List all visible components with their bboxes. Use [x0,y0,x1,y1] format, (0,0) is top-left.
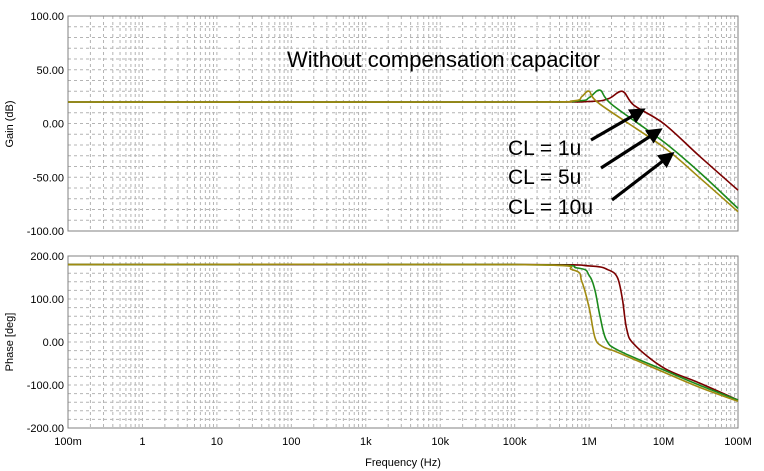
gain-y-tick-labels: 100.00 50.00 0.00 -50.00 -100.00 [27,11,64,238]
gain-series [67,89,739,213]
phase-plot-frame [67,255,739,429]
annotation-arrow-2 [600,128,663,170]
x-tick-label: 10M [653,436,674,448]
annotation-cl-5u: CL = 5u [508,166,581,189]
x-tick-label: 1k [360,436,372,448]
gain-series-line-3 [67,90,739,213]
phase-y-tick-label: 100.00 [30,294,64,306]
x-tick-label: 100M [724,436,752,448]
gain-y-axis-label: Gain (dB) [4,100,16,147]
phase-grid [68,256,738,428]
annotation-arrow-3 [611,152,675,202]
gain-y-tick-label: 100.00 [30,11,64,23]
annotation-cl-10u: CL = 10u [508,196,593,219]
annotation-cl-1u: CL = 1u [508,137,581,160]
phase-y-tick-label: -100.00 [27,380,64,392]
frequency-tick-labels: 100m 1 10 100 1k 10k 100k 1M 10M 100M [54,436,752,448]
phase-y-axis-label: Phase [deg] [4,313,16,372]
phase-y-tick-labels: 200.00 100.00 0.00 -100.00 -200.00 [27,251,64,435]
annotation-title: Without compensation capacitor [287,47,600,72]
phase-y-tick-label: 200.00 [30,251,64,263]
x-tick-label: 1 [139,436,145,448]
gain-plot: 100.00 50.00 0.00 -50.00 -100.00 Gain (dB) [4,11,739,238]
x-tick-label: 10 [211,436,223,448]
gain-grid [68,16,738,231]
gain-y-tick-label: 50.00 [36,65,64,77]
phase-series [67,263,739,403]
annotation-arrows [590,108,675,202]
x-tick-label: 100k [503,436,527,448]
annotation-arrow-1 [590,108,646,142]
x-tick-label: 1M [581,436,596,448]
gain-y-tick-label: -50.00 [33,172,64,184]
phase-y-tick-label: -200.00 [27,423,64,435]
x-tick-label: 100 [282,436,300,448]
gain-plot-frame [67,15,739,232]
phase-y-tick-label: 0.00 [43,337,64,349]
x-tick-label: 10k [431,436,449,448]
gain-y-tick-label: 0.00 [43,119,64,131]
x-tick-label: 100m [54,436,82,448]
x-axis-label: Frequency (Hz) [365,457,441,469]
phase-series-line-3 [67,263,739,403]
gain-y-tick-label: -100.00 [27,226,64,238]
annotations: Without compensation capacitor CL = 1u C… [287,47,675,219]
